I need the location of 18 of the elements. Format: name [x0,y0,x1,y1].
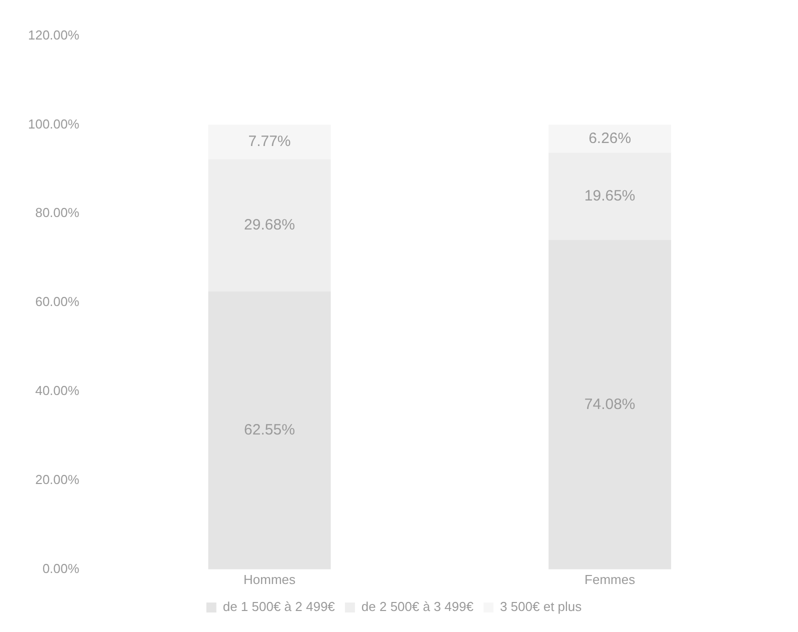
text: 6.26% [588,130,632,147]
y-tick-label: 120.00% [28,27,80,42]
y-tick-label: 60.00% [35,294,80,310]
y-tick-label: 40.00% [35,383,80,398]
y-tick-label: 0.00% [42,560,80,576]
y-tick-label: 100.00% [28,116,80,132]
legend-label: de 1 500€ à 2 499€ [222,599,336,614]
x-tick-label: Hommes [243,572,296,587]
text: 74.08% [584,396,636,413]
text: 19.65% [584,187,636,204]
text: 7.77% [248,133,291,150]
y-tick-label: 20.00% [35,472,80,488]
x-tick-label: Femmes [584,572,636,587]
text: 29.68% [244,216,295,234]
legend-label: de 2 500€ à 3 499€ [361,599,474,614]
text: 62.55% [244,421,295,438]
y-tick-label: 80.00% [35,205,80,220]
legend-label: 3 500€ et plus [500,599,582,614]
